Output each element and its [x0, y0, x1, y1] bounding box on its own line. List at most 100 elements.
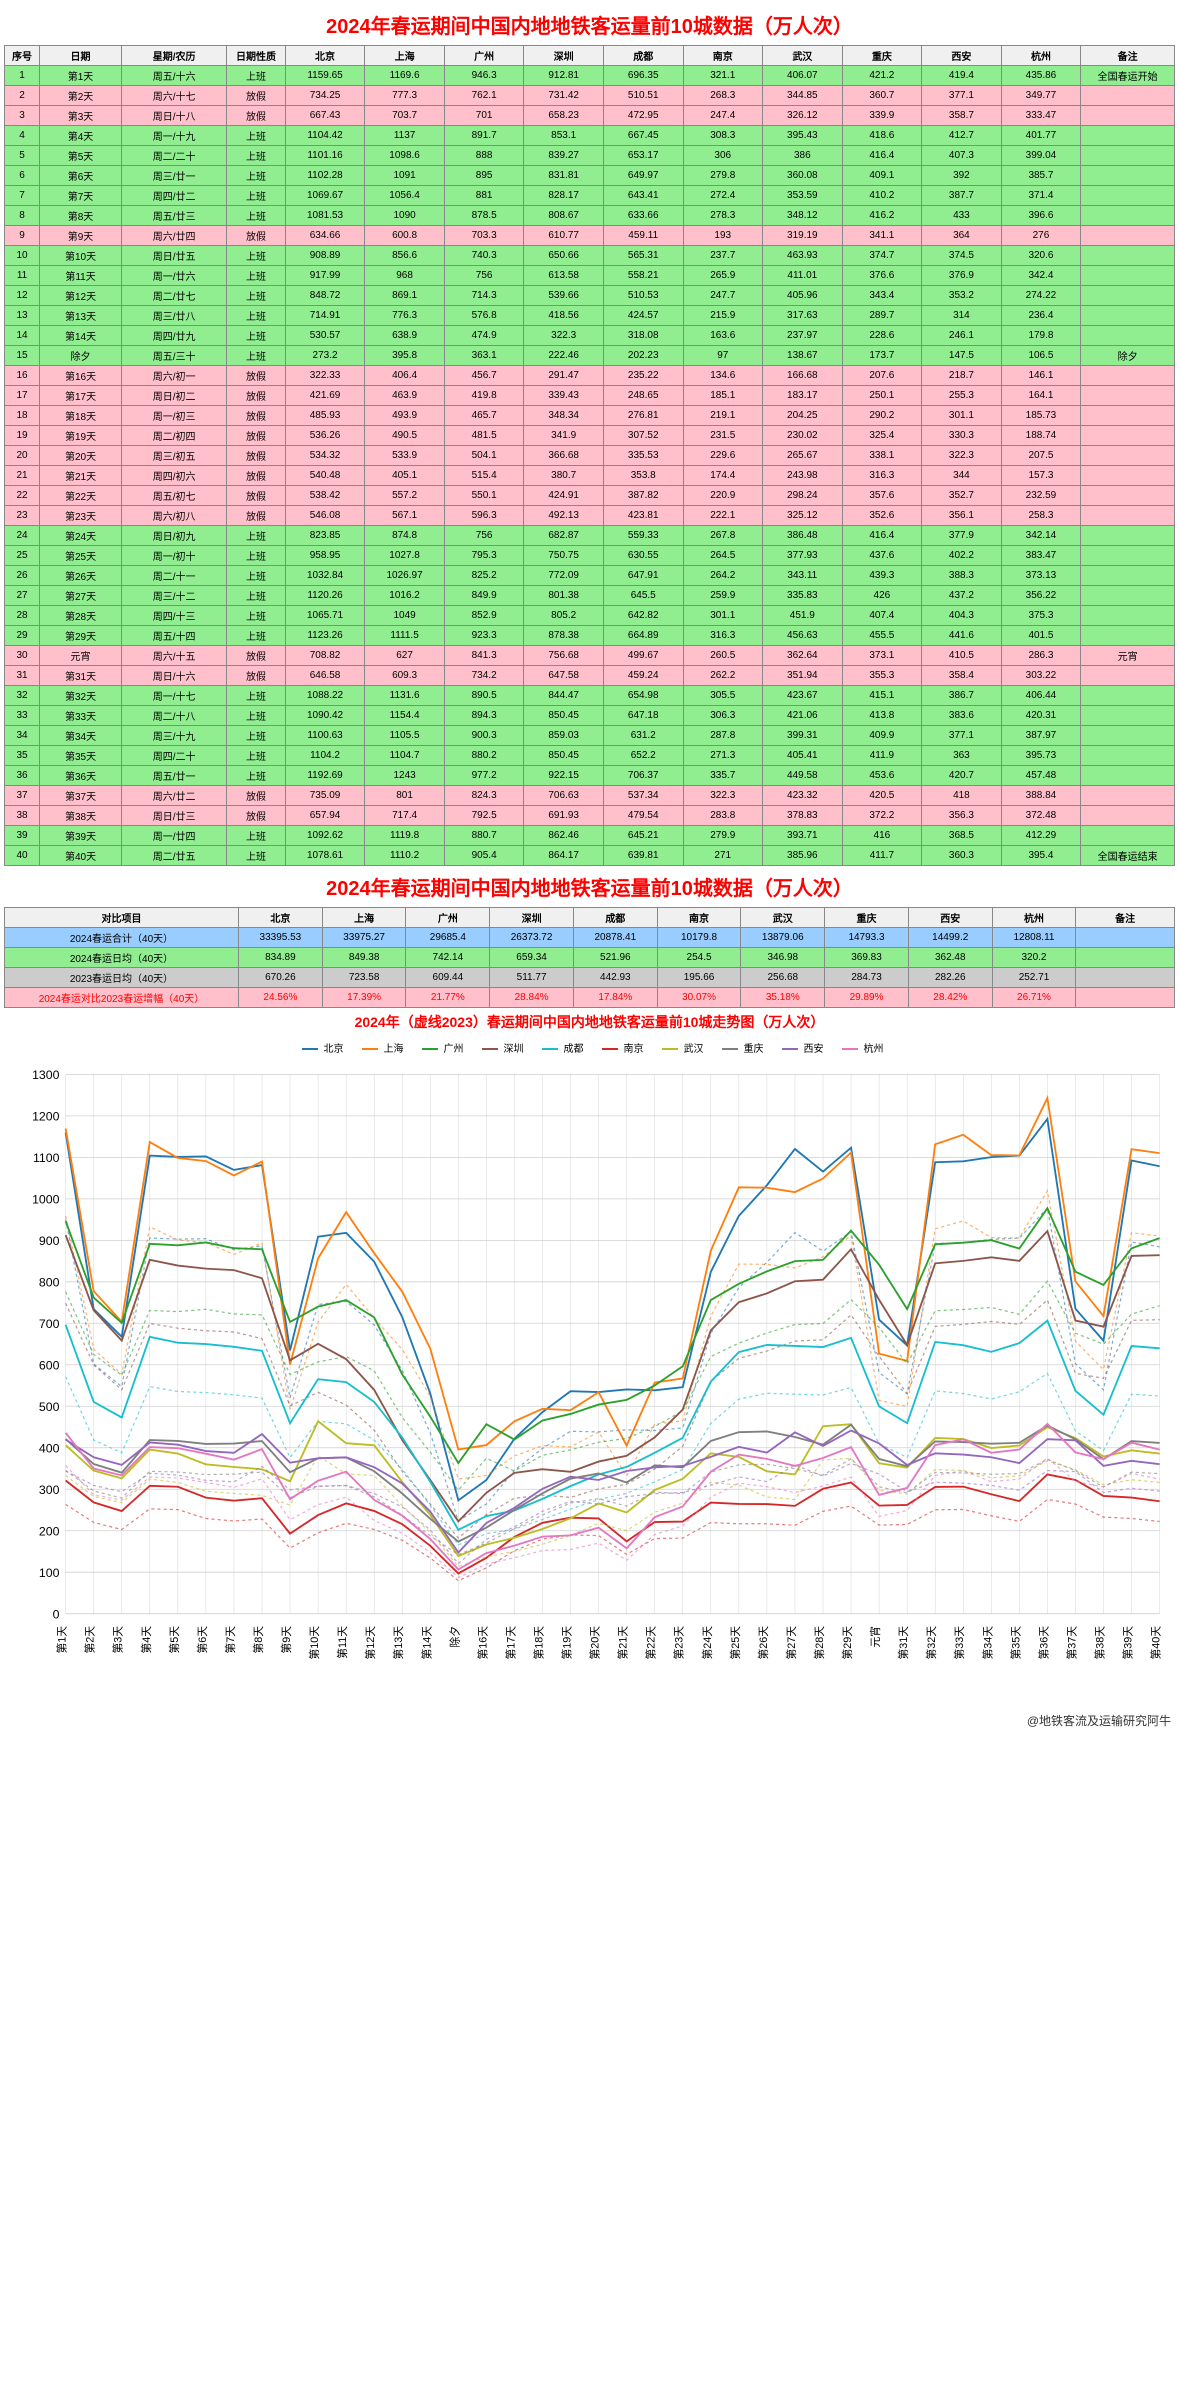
table-row: 7第7天周四/廿二上班1069.671056.4881828.17643.412… — [5, 186, 1175, 206]
summary-table: 对比项目北京上海广州深圳成都南京武汉重庆西安杭州备注 2024春运合计（40天）… — [4, 907, 1175, 1008]
svg-text:第7天: 第7天 — [224, 1626, 237, 1654]
svg-text:1000: 1000 — [32, 1192, 60, 1206]
table-row: 6第6天周三/廿一上班1102.281091895831.81649.97279… — [5, 166, 1175, 186]
svg-text:900: 900 — [39, 1234, 60, 1248]
table-row: 14第14天周四/廿九上班530.57638.9474.9322.3318.08… — [5, 326, 1175, 346]
svg-text:300: 300 — [39, 1483, 60, 1497]
col-header: 日期 — [40, 46, 122, 66]
summary-title: 2024年春运期间中国内地地铁客运量前10城数据（万人次） — [4, 866, 1175, 907]
svg-text:第9天: 第9天 — [280, 1626, 293, 1654]
col-header: 重庆 — [842, 46, 922, 66]
table-row: 24第24天周日/初九上班823.85874.8756682.87559.332… — [5, 526, 1175, 546]
svg-text:第28天: 第28天 — [813, 1626, 826, 1660]
svg-text:第40天: 第40天 — [1150, 1626, 1163, 1660]
svg-text:700: 700 — [39, 1317, 60, 1331]
chart-title: 2024年（虚线2023）春运期间中国内地地铁客运量前10城走势图（万人次） — [4, 1008, 1175, 1036]
col-header: 上海 — [365, 46, 445, 66]
table-row: 21第21天周四/初六放假540.48405.1515.4380.7353.81… — [5, 466, 1175, 486]
svg-text:1100: 1100 — [33, 1151, 60, 1165]
svg-text:第6天: 第6天 — [196, 1626, 209, 1654]
svg-text:第37天: 第37天 — [1065, 1626, 1078, 1660]
svg-text:第14天: 第14天 — [420, 1626, 433, 1660]
table-row: 4第4天周一/十九上班1104.421137891.7853.1667.4530… — [5, 126, 1175, 146]
svg-text:第27天: 第27天 — [785, 1626, 798, 1660]
col-header: 星期/农历 — [121, 46, 226, 66]
svg-text:第19天: 第19天 — [561, 1626, 574, 1660]
col-header: 成都 — [603, 46, 683, 66]
daily-table: 序号日期星期/农历日期性质北京上海广州深圳成都南京武汉重庆西安杭州备注 1第1天… — [4, 45, 1175, 866]
table-row: 2第2天周六/十七放假734.25777.3762.1731.42510.512… — [5, 86, 1175, 106]
svg-text:1200: 1200 — [32, 1110, 60, 1124]
svg-text:第4天: 第4天 — [140, 1626, 153, 1654]
svg-text:第2天: 第2天 — [84, 1626, 97, 1654]
table-row: 25第25天周一/初十上班958.951027.8795.3750.75630.… — [5, 546, 1175, 566]
svg-text:100: 100 — [39, 1566, 60, 1580]
svg-text:200: 200 — [39, 1524, 60, 1538]
svg-text:第8天: 第8天 — [252, 1626, 265, 1654]
table-row: 31第31天周日/十六放假646.58609.3734.2647.58459.2… — [5, 666, 1175, 686]
table-row: 11第11天周一/廿六上班917.99968756613.58558.21265… — [5, 266, 1175, 286]
svg-text:800: 800 — [39, 1275, 60, 1289]
table-row: 29第29天周五/十四上班1123.261111.5923.3878.38664… — [5, 626, 1175, 646]
summary-row: 2023春运日均（40天）670.26723.58609.44511.77442… — [5, 968, 1175, 988]
svg-text:第17天: 第17天 — [504, 1626, 517, 1660]
svg-text:第39天: 第39天 — [1122, 1626, 1135, 1660]
svg-text:第31天: 第31天 — [897, 1626, 910, 1660]
table-row: 27第27天周三/十二上班1120.261016.2849.9801.38645… — [5, 586, 1175, 606]
svg-text:第21天: 第21天 — [617, 1626, 630, 1660]
col-header: 日期性质 — [227, 46, 285, 66]
table-row: 5第5天周二/二十上班1101.161098.6888839.27653.173… — [5, 146, 1175, 166]
svg-text:第20天: 第20天 — [589, 1626, 602, 1660]
svg-text:第32天: 第32天 — [925, 1626, 938, 1660]
table-row: 13第13天周三/廿八上班714.91776.3576.8418.56424.5… — [5, 306, 1175, 326]
svg-text:1300: 1300 — [32, 1068, 60, 1082]
table-row: 15除夕周五/三十上班273.2395.8363.1222.46202.2397… — [5, 346, 1175, 366]
svg-text:第5天: 第5天 — [168, 1626, 181, 1654]
svg-text:第3天: 第3天 — [112, 1626, 125, 1654]
svg-text:第24天: 第24天 — [701, 1626, 714, 1660]
svg-text:元宵: 元宵 — [869, 1626, 882, 1648]
table-row: 3第3天周日/十八放假667.43703.7701658.23472.95247… — [5, 106, 1175, 126]
table-row: 20第20天周三/初五放假534.32533.9504.1366.68335.5… — [5, 446, 1175, 466]
svg-text:400: 400 — [39, 1441, 60, 1455]
svg-text:第38天: 第38天 — [1093, 1626, 1106, 1660]
table-row: 12第12天周二/廿七上班848.72869.1714.3539.66510.5… — [5, 286, 1175, 306]
svg-text:第10天: 第10天 — [308, 1626, 321, 1660]
svg-text:600: 600 — [39, 1358, 60, 1372]
table-row: 8第8天周五/廿三上班1081.531090878.5808.67633.662… — [5, 206, 1175, 226]
svg-text:第18天: 第18天 — [532, 1626, 545, 1660]
table-row: 37第37天周六/廿二放假735.09801824.3706.63537.343… — [5, 786, 1175, 806]
table-row: 9第9天周六/廿四放假634.66600.8703.3610.77459.111… — [5, 226, 1175, 246]
col-header: 广州 — [444, 46, 524, 66]
svg-text:第33天: 第33天 — [953, 1626, 966, 1660]
table-row: 16第16天周六/初一放假322.33406.4456.7291.47235.2… — [5, 366, 1175, 386]
svg-text:第26天: 第26天 — [757, 1626, 770, 1660]
table-row: 19第19天周二/初四放假536.26490.5481.5341.9307.52… — [5, 426, 1175, 446]
chart-legend: 北京上海广州深圳成都南京武汉重庆西安杭州 — [4, 1036, 1175, 1059]
table-row: 26第26天周二/十一上班1032.841026.97825.2772.0964… — [5, 566, 1175, 586]
table-row: 34第34天周三/十九上班1100.631105.5900.3859.03631… — [5, 726, 1175, 746]
table-row: 33第33天周二/十八上班1090.421154.4894.3850.45647… — [5, 706, 1175, 726]
table-row: 28第28天周四/十三上班1065.711049852.9805.2642.82… — [5, 606, 1175, 626]
svg-text:第25天: 第25天 — [729, 1626, 742, 1660]
svg-text:第35天: 第35天 — [1009, 1626, 1022, 1660]
svg-text:第1天: 第1天 — [56, 1626, 69, 1654]
table-row: 10第10天周日/廿五上班908.89856.6740.3650.66565.3… — [5, 246, 1175, 266]
table-row: 18第18天周一/初三放假485.93493.9465.7348.34276.8… — [5, 406, 1175, 426]
svg-text:第34天: 第34天 — [981, 1626, 994, 1660]
svg-text:第23天: 第23天 — [673, 1626, 686, 1660]
svg-text:0: 0 — [53, 1607, 60, 1621]
svg-text:第13天: 第13天 — [392, 1626, 405, 1660]
page-title: 2024年春运期间中国内地地铁客运量前10城数据（万人次） — [4, 4, 1175, 45]
col-header: 南京 — [683, 46, 763, 66]
svg-text:第12天: 第12天 — [364, 1626, 377, 1660]
col-header: 序号 — [5, 46, 40, 66]
col-header: 武汉 — [763, 46, 843, 66]
table-row: 38第38天周日/廿三放假657.94717.4792.5691.93479.5… — [5, 806, 1175, 826]
line-chart: 0100200300400500600700800900100011001200… — [4, 1059, 1175, 1706]
table-row: 30元宵周六/十五放假708.82627841.3756.68499.67260… — [5, 646, 1175, 666]
table-row: 39第39天周一/廿四上班1092.621119.8880.7862.46645… — [5, 826, 1175, 846]
table-row: 1第1天周五/十六上班1159.651169.6946.3912.81696.3… — [5, 66, 1175, 86]
col-header: 西安 — [922, 46, 1002, 66]
summary-row: 2024春运合计（40天）33395.5333975.2729685.42637… — [5, 928, 1175, 948]
